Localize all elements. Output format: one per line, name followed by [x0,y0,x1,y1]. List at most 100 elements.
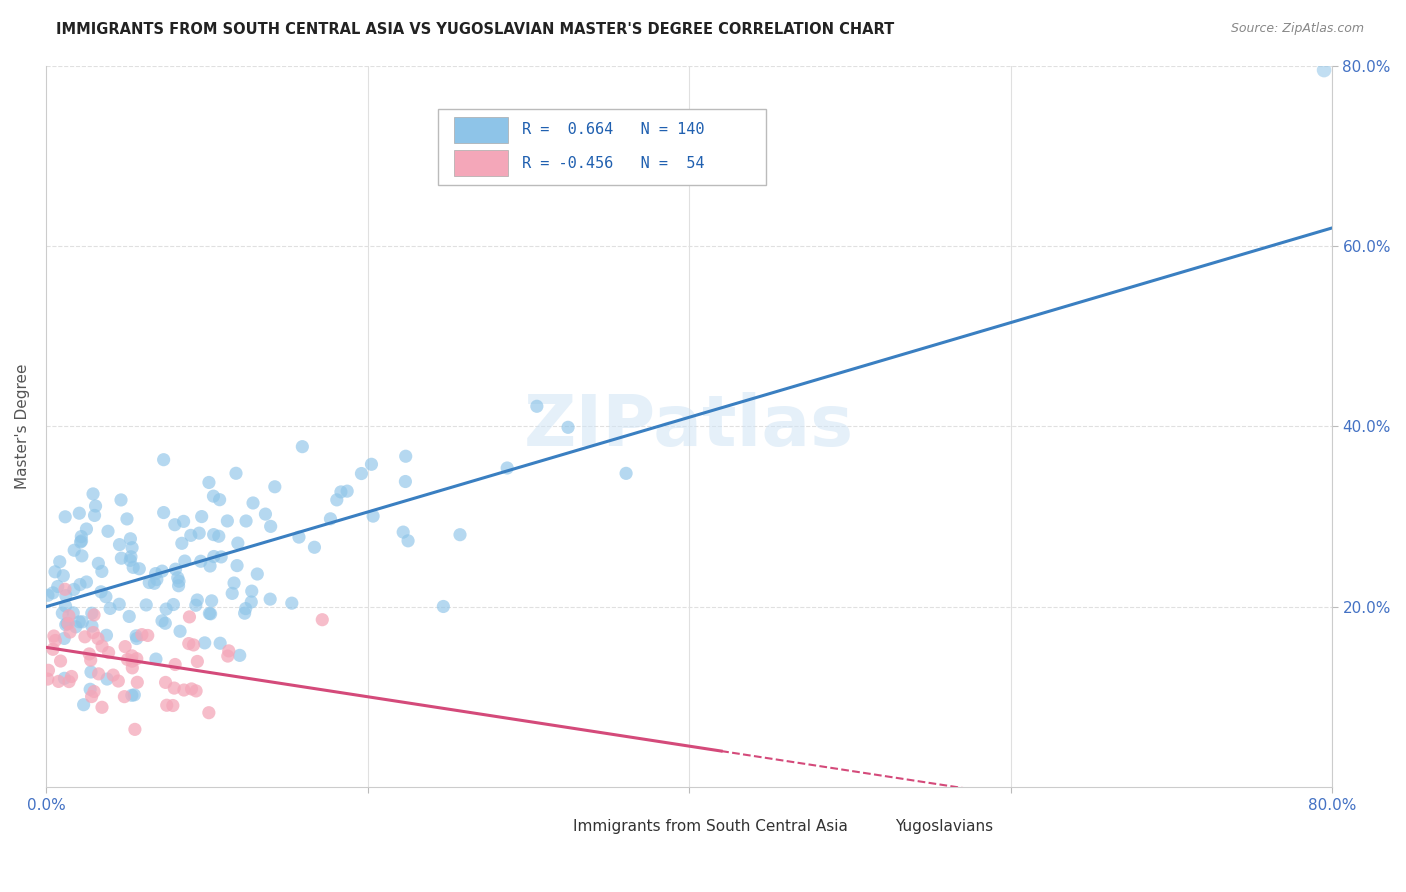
Point [150,564,173,578]
Point [91,639,114,653]
Point [188,526,211,541]
Point [108,597,131,611]
Point [183,638,205,652]
Point [80,619,103,633]
Point [96,672,118,686]
Point [37,672,59,686]
Text: Source: ZipAtlas.com: Source: ZipAtlas.com [1230,22,1364,36]
Point [291,440,314,454]
Point [240,584,263,599]
Point [152,506,174,520]
Point [138,575,160,590]
Point [228,648,250,663]
Point [115,512,138,526]
Text: Immigrants from South Central Asia: Immigrants from South Central Asia [574,820,848,834]
Point [150,614,173,628]
Point [87,632,110,646]
Point [121,654,143,668]
Point [53,632,76,646]
Point [79,653,101,667]
Point [107,673,129,688]
Point [90,584,112,599]
Point [80,606,103,620]
Point [87,666,110,681]
Point [170,536,193,550]
Point [90,565,112,579]
Point [69,535,91,549]
Point [202,489,225,503]
Point [70,530,93,544]
Point [108,538,131,552]
Point [557,420,579,434]
Point [125,651,148,665]
Point [75,522,97,536]
Point [127,675,149,690]
Point [319,512,342,526]
Point [55,617,77,632]
Point [77,647,100,661]
Point [235,601,257,615]
FancyBboxPatch shape [439,109,766,185]
Point [146,573,169,587]
Point [96,628,118,642]
Point [173,683,195,698]
Point [163,517,186,532]
Point [217,649,239,664]
Point [62,606,84,620]
Point [60,669,83,683]
Point [136,628,159,642]
Point [167,574,190,589]
Point [83,684,105,698]
Point [226,558,249,573]
Point [56,616,79,631]
Point [259,592,281,607]
Point [97,646,120,660]
Point [70,533,93,548]
Point [83,607,105,622]
Point [82,625,104,640]
Point [120,549,142,564]
Point [173,515,195,529]
Point [51,606,73,620]
Point [198,706,221,720]
Point [221,586,243,600]
Point [145,566,167,581]
Point [67,506,90,520]
Point [58,608,80,623]
Point [143,576,166,591]
Point [177,636,200,650]
Point [73,630,96,644]
Point [198,475,221,490]
Point [208,529,231,543]
Point [94,590,117,604]
Text: R =  0.664   N = 140: R = 0.664 N = 140 [522,122,704,137]
Point [121,648,143,663]
Point [55,599,77,613]
Point [200,607,222,621]
Point [162,698,184,713]
Point [614,467,637,481]
Point [186,655,208,669]
Point [44,565,66,579]
Point [59,625,82,640]
Point [242,496,264,510]
Point [394,475,416,489]
Point [125,629,148,643]
Text: ZIPatlas: ZIPatlas [524,392,853,461]
Point [53,509,76,524]
Point [128,562,150,576]
Point [202,527,225,541]
FancyBboxPatch shape [454,117,508,143]
Point [226,536,249,550]
Point [65,620,87,634]
Point [155,616,177,631]
Point [225,467,247,481]
Point [69,577,91,591]
Point [121,661,143,675]
Point [80,665,103,679]
FancyBboxPatch shape [844,817,876,836]
Point [49,654,72,668]
Point [235,514,257,528]
Point [496,461,519,475]
Point [163,681,186,695]
